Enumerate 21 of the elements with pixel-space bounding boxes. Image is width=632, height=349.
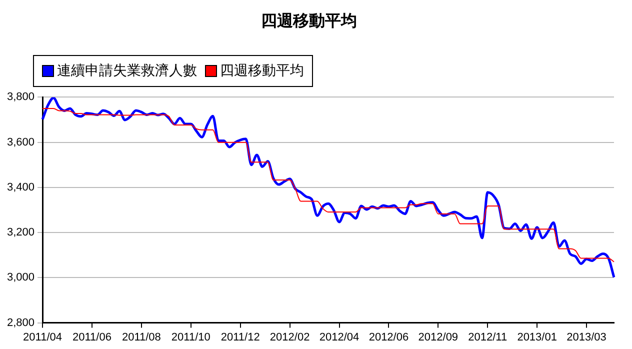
legend-label: 四週移動平均 [220, 62, 304, 80]
y-tick-label: 3,600 [6, 136, 35, 148]
x-tick-label: 2012/04 [319, 331, 360, 344]
legend-label: 連續申請失業救濟人數 [57, 62, 197, 80]
y-tick-label: 3,400 [6, 181, 35, 194]
x-tick-label: 2011/08 [122, 331, 161, 344]
x-tick-label: 2013/03 [566, 331, 606, 344]
y-tick-label: 2,800 [6, 316, 35, 329]
y-tick-label: 3,200 [6, 226, 35, 239]
x-tick-label: 2011/10 [171, 331, 210, 344]
x-tick-label: 2012/11 [468, 331, 508, 344]
x-tick-label: 2012/06 [368, 331, 409, 344]
x-tick-label: 2012/09 [418, 331, 458, 344]
chart-title: 四週移動平均 [261, 10, 357, 30]
x-tick-label: 2012/02 [270, 331, 310, 344]
x-tick-label: 2011/06 [72, 331, 112, 344]
x-tick-label: 2013/01 [517, 331, 557, 344]
y-tick-label: 3,800 [6, 91, 35, 104]
x-tick-label: 2011/12 [220, 331, 260, 344]
y-tick-label: 3,000 [6, 272, 35, 284]
x-tick-label: 2011/04 [23, 331, 62, 344]
